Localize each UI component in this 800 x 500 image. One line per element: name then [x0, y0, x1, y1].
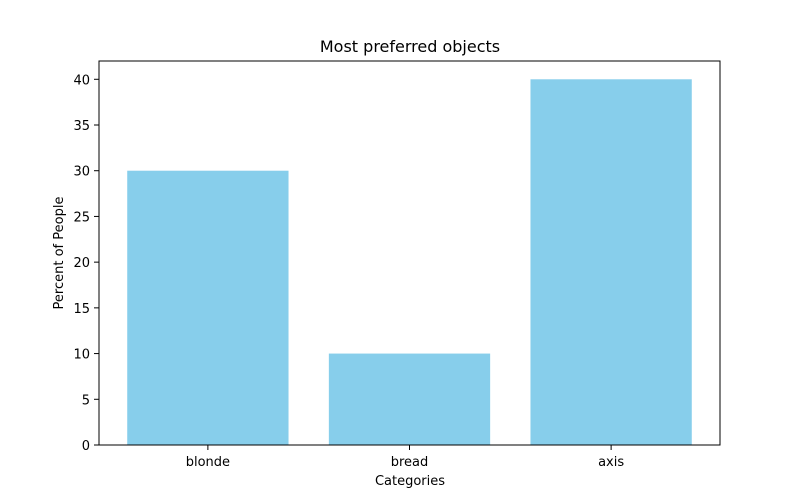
y-tick-label: 35 [73, 119, 90, 134]
y-tick-label: 10 [73, 348, 90, 363]
y-tick-label: 40 [73, 73, 90, 88]
chart-title: Most preferred objects [320, 37, 500, 56]
x-tick-label-blonde: blonde [186, 455, 230, 470]
y-tick-label: 5 [82, 393, 90, 408]
x-axis-label: Categories [375, 474, 445, 489]
y-axis-ticks: 0 5 10 15 20 25 30 35 40 [73, 73, 99, 454]
x-tick-label-axis: axis [598, 455, 624, 470]
y-tick-label: 0 [82, 439, 90, 454]
y-axis-label: Percent of People [52, 197, 67, 310]
bar-axis [530, 79, 692, 445]
y-tick-label: 15 [73, 302, 90, 317]
y-tick-label: 20 [73, 256, 90, 271]
y-tick-label: 30 [73, 165, 90, 180]
x-axis-ticks: blonde bread axis [186, 445, 624, 470]
x-tick-label-bread: bread [391, 455, 429, 470]
bar-bread [328, 353, 491, 445]
y-tick-label: 25 [73, 210, 90, 225]
bars-layer [127, 79, 692, 445]
bar-blonde [127, 170, 289, 445]
